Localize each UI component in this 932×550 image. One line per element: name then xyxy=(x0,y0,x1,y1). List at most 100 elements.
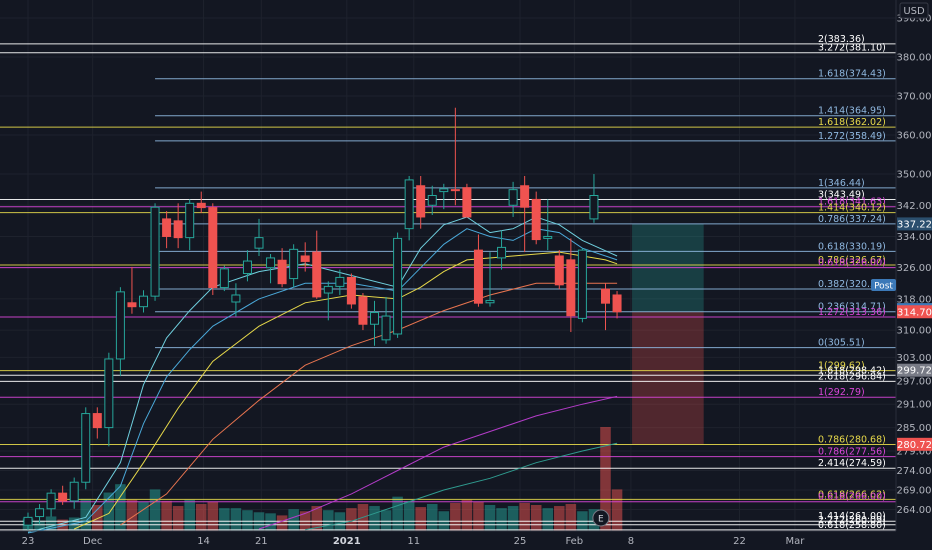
candle xyxy=(439,183,449,210)
volume-bar xyxy=(230,508,242,531)
time-axis[interactable]: 23 Dec 14 21 2021 11 25 Feb 8 22 Mar xyxy=(22,536,806,547)
fib-level-label: 0.618(258.80) xyxy=(818,520,886,531)
long-position-tool[interactable] xyxy=(632,223,704,445)
price-tag: 299.72 xyxy=(897,363,932,377)
candle xyxy=(277,248,287,288)
candle xyxy=(335,269,345,295)
candle-body xyxy=(346,276,356,305)
time-axis-label: Feb xyxy=(565,536,583,547)
currency-label[interactable]: USD xyxy=(899,2,929,19)
svg-text:Post: Post xyxy=(874,282,893,292)
volume-bar xyxy=(103,492,115,531)
time-axis-label: 25 xyxy=(514,536,527,547)
candle xyxy=(208,203,218,295)
volume-bar xyxy=(392,496,403,531)
candle-body xyxy=(543,235,553,239)
candle xyxy=(104,352,114,447)
volume-bar xyxy=(34,520,45,531)
candle xyxy=(173,203,183,249)
candle-body xyxy=(46,492,56,510)
candle-body xyxy=(531,198,541,241)
price-axis-label: 342.00 xyxy=(897,201,932,212)
candle-body xyxy=(370,312,379,325)
volume-bar xyxy=(380,510,392,531)
time-axis-label: Mar xyxy=(785,536,805,547)
price-tag-bg xyxy=(897,217,932,231)
time-axis-label: 22 xyxy=(733,536,746,547)
price-axis[interactable]: 390.00 380.00 370.00 360.00 350.00 342.00 334.… xyxy=(897,14,932,517)
fib-level-label: 0.618(266.62) xyxy=(818,489,886,500)
time-axis-label: 21 xyxy=(255,536,268,547)
candle-body xyxy=(185,202,195,239)
price-axis-label: 310.00 xyxy=(897,326,932,337)
candle xyxy=(289,244,299,288)
price-tag-text: 314.70 xyxy=(897,307,932,318)
position-loss-zone[interactable] xyxy=(632,311,704,445)
price-tag-text: 299.72 xyxy=(897,366,932,377)
price-axis-label: 297.00 xyxy=(897,376,932,387)
candle xyxy=(393,232,403,338)
fib-level-label: 1(292.79) xyxy=(818,387,865,398)
volume-bar xyxy=(542,508,554,531)
price-axis-label: 334.00 xyxy=(897,232,932,243)
candle xyxy=(346,273,356,309)
candle xyxy=(577,248,587,323)
candle xyxy=(69,477,79,509)
candle xyxy=(427,185,437,216)
candle-body xyxy=(416,185,426,218)
time-axis-label: Dec xyxy=(83,536,102,547)
fib-level-label: 1.272(313.36) xyxy=(818,307,886,318)
volume-bar xyxy=(484,505,496,531)
moving-average-line xyxy=(258,395,618,530)
svg-text:E: E xyxy=(598,515,604,525)
candle-body xyxy=(69,481,79,502)
volume-bar xyxy=(403,500,415,531)
candle-body xyxy=(335,276,345,287)
candle-body xyxy=(520,185,530,208)
candle xyxy=(612,291,622,319)
time-axis-label: 23 xyxy=(22,536,35,547)
price-tag-text: 337.22 xyxy=(897,219,932,230)
candle-body xyxy=(312,251,322,298)
price-tag: 280.72 xyxy=(897,437,932,451)
candle xyxy=(473,234,483,307)
candle-body xyxy=(485,299,495,304)
candle xyxy=(554,250,564,290)
volume-bar xyxy=(195,503,207,531)
candle-body xyxy=(231,294,241,303)
candle xyxy=(23,512,33,530)
candle-body xyxy=(266,257,276,269)
volume-bar xyxy=(68,517,80,531)
time-axis-label: 14 xyxy=(197,536,210,547)
volume-bar xyxy=(311,506,323,531)
moving-average-line xyxy=(73,251,618,530)
fib-level-label: 0.786(337.24) xyxy=(818,214,886,225)
candle xyxy=(35,504,45,525)
volume-bar xyxy=(172,506,184,531)
candle xyxy=(323,281,333,321)
candle xyxy=(219,265,229,292)
volume-bar xyxy=(600,427,611,531)
moving-average-line xyxy=(305,442,618,531)
price-axis-label: 269.00 xyxy=(897,486,932,497)
candle-body xyxy=(601,288,610,304)
candle xyxy=(601,283,610,331)
volume-bar xyxy=(565,503,577,531)
candle xyxy=(92,407,102,439)
candle-body xyxy=(439,188,449,193)
volume-bar xyxy=(265,513,276,531)
volume-bar xyxy=(45,516,57,531)
candle xyxy=(450,107,460,206)
fib-level-label: 1.414(364.95) xyxy=(818,106,886,117)
candle xyxy=(185,199,195,251)
volume-bar xyxy=(80,498,92,531)
fib-level-label: 2.414(274.59) xyxy=(818,458,886,469)
fib-level-label: 0.618(326.00) xyxy=(818,258,886,269)
fib-level-label: 1.414(340.12) xyxy=(818,203,886,214)
fib-level-label: 3(343.49) xyxy=(818,189,865,200)
candle xyxy=(81,407,91,490)
earnings-marker[interactable]: E xyxy=(592,509,610,527)
candle xyxy=(312,230,322,299)
